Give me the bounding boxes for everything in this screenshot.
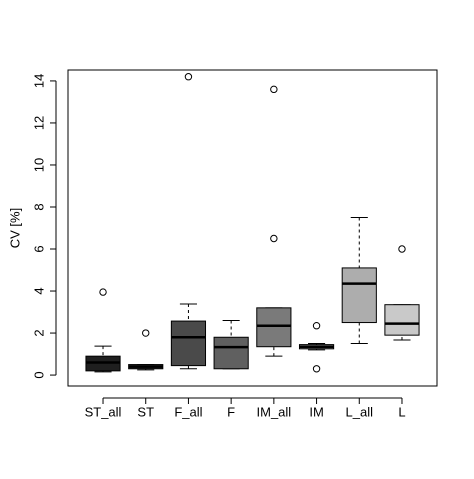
outlier [142,329,150,337]
y-tick-label: 2 [31,329,46,336]
y-tick-label: 14 [31,74,46,88]
x-tick-label: IM [309,404,323,419]
box [213,336,249,370]
y-tick-label: 4 [31,287,46,294]
outlier [398,245,406,253]
x-tick-label: ST [137,404,154,419]
x-tick-label: F_all [174,404,202,419]
x-tick-label: F [227,404,235,419]
outlier [270,234,278,243]
outlier [312,321,321,330]
outlier [99,288,107,296]
y-tick-label: 8 [31,203,46,210]
outlier [312,365,321,373]
y-tick-label: 0 [31,371,46,378]
x-tick-label: IM_all [257,404,292,419]
plot-frame [67,69,438,387]
box [341,267,377,324]
box [256,307,292,348]
y-axis-label: CV [%] [7,208,22,248]
y-tick-label: 10 [31,158,46,172]
x-tick-label: L [398,404,405,419]
box [384,304,420,336]
outlier [184,73,193,81]
box [170,320,207,367]
y-tick-label: 6 [31,245,46,252]
x-tick-label: ST_all [85,404,122,419]
outlier [270,85,278,94]
x-tick-label: L_all [346,404,374,419]
y-tick-label: 12 [31,116,46,130]
